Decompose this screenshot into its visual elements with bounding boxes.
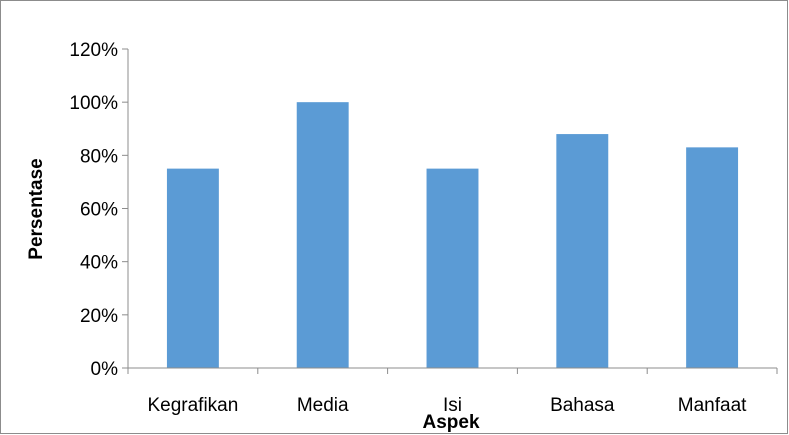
bar-isi — [426, 168, 479, 368]
x-tick-label: Isi — [443, 395, 462, 416]
x-axis: Kegrafikan Media Isi Bahasa Manfaat — [127, 367, 778, 416]
y-tick-label: 40% — [80, 253, 118, 274]
bar-media — [296, 102, 349, 369]
x-axis-title: Aspek — [422, 412, 479, 433]
x-tick-label: Manfaat — [678, 395, 747, 416]
bar-bahasa — [556, 134, 609, 368]
y-tick-label: 80% — [80, 146, 118, 167]
y-tick-label: 20% — [80, 306, 118, 327]
y-axis: 0% 20% 40% 60% 80% 100% 120% — [69, 40, 129, 380]
y-tick-label: 0% — [91, 359, 119, 380]
y-tick-label: 120% — [69, 40, 118, 61]
bars — [166, 102, 739, 369]
x-tick-label: Media — [297, 395, 349, 416]
y-tick-label: 60% — [80, 200, 118, 221]
y-axis-title: Persentase — [26, 158, 47, 259]
bar-manfaat — [686, 147, 739, 368]
bar-kegrafikan — [166, 168, 219, 368]
x-tick-label: Bahasa — [550, 395, 615, 416]
y-tick-label: 100% — [69, 93, 118, 114]
x-tick-label: Kegrafikan — [147, 395, 238, 416]
